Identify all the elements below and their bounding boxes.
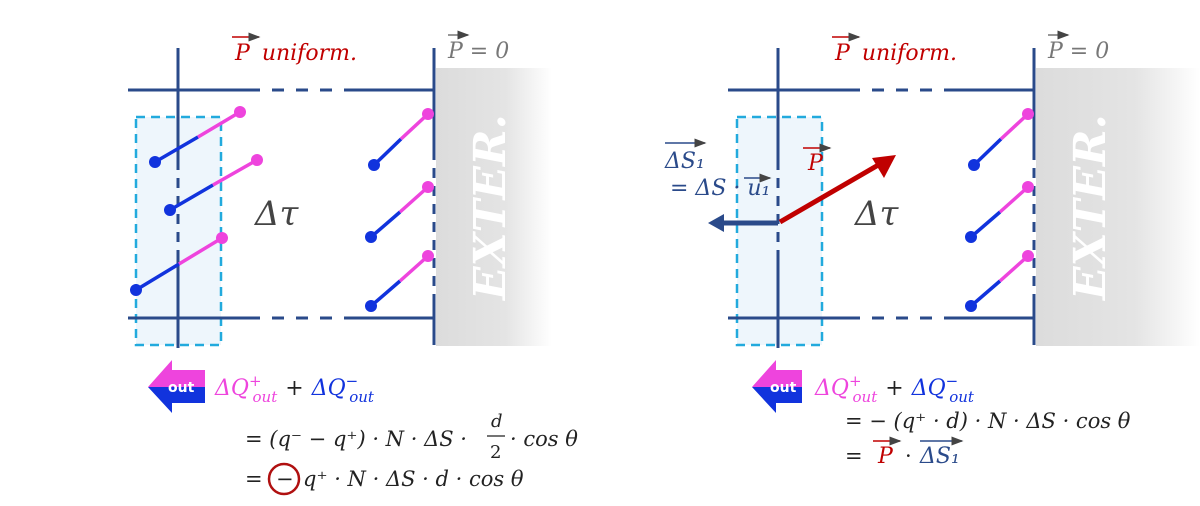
dipoles: [965, 108, 1034, 312]
charge-sum: ΔQ+ out + ΔQ− out: [814, 372, 975, 406]
formula-line-1: = (q⁻ − q⁺) · N · ΔS ·: [245, 427, 467, 451]
formula-line-1: = − (q⁺ · d) · N · ΔS · cos θ: [845, 409, 1131, 433]
formula-dot: ·: [905, 444, 912, 468]
dipole: [968, 108, 1034, 171]
dipole: [164, 154, 263, 216]
formula-line-2: q⁺ · N · ΔS · d · cos θ: [303, 467, 524, 491]
dipole: [368, 108, 434, 171]
exterior-label: EXTER.: [465, 114, 516, 302]
formula-line-2-eq: =: [245, 467, 263, 491]
fraction-numerator: d: [491, 411, 503, 432]
svg-text:out: out: [770, 380, 797, 396]
dipole: [965, 181, 1034, 243]
volume-frame: [128, 48, 436, 348]
exterior-region: [1036, 68, 1200, 346]
dipole: [365, 181, 434, 243]
ds1-definition: = ΔS · u₁: [670, 176, 770, 201]
surface-normal-arrow: [708, 214, 778, 232]
exterior-region: [436, 68, 552, 346]
formula-line-1-end: · cos θ: [510, 427, 578, 451]
p-zero-label: P = 0: [1047, 39, 1109, 64]
dipole: [965, 250, 1034, 312]
dipole: [149, 106, 246, 168]
volume-label: Δτ: [853, 194, 900, 234]
formula-ds1: ΔS₁: [919, 444, 960, 469]
p-vector-label: P: [807, 151, 824, 176]
circled-minus: −: [276, 467, 294, 491]
polarization-arrow: [778, 155, 896, 225]
ds1-label: ΔS₁: [664, 149, 705, 174]
dipole: [365, 250, 434, 312]
out-arrow-icon: out: [148, 360, 205, 413]
volume-frame: [728, 48, 1036, 348]
dipoles: [130, 106, 434, 312]
volume-label: Δτ: [253, 194, 300, 234]
formula-line-2-eq: =: [845, 444, 863, 468]
svg-text:out: out: [168, 380, 195, 396]
minus-sign-highlight: [267, 462, 301, 496]
fraction-denominator: 2: [490, 442, 501, 463]
charge-sum: ΔQ+ out + ΔQ− out: [214, 372, 375, 406]
p-zero-label: P = 0: [447, 39, 509, 64]
exterior-label: EXTER.: [1065, 114, 1116, 302]
out-arrow-icon: out: [752, 360, 802, 413]
formula-p: P: [877, 444, 894, 469]
dipole: [130, 232, 228, 296]
